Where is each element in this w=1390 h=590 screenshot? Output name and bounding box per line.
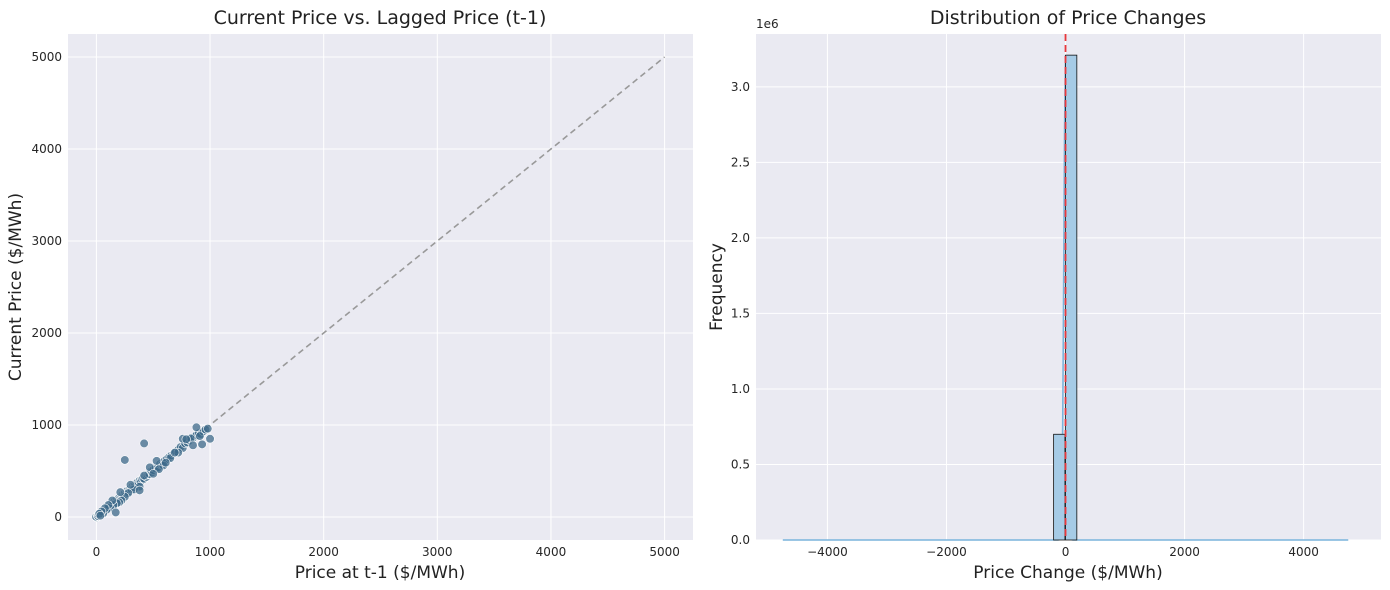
histogram-y-tick-label: 2.0: [731, 231, 750, 245]
histogram-x-label: Price Change ($/MWh): [973, 563, 1162, 583]
scatter-point: [134, 485, 145, 495]
scatter-point: [170, 448, 180, 458]
histogram-x-tick-label: −2000: [926, 545, 967, 559]
scatter-point: [188, 440, 198, 450]
scatter-panel: 0 1000 2000 3000 4000 5000 0 1000 2000 3000 4000 5…: [6, 7, 693, 583]
scatter-x-label: Price at t-1 ($/MWh): [295, 563, 465, 583]
scatter-x-ticks: 0 1000 2000 3000 4000 5000: [93, 545, 680, 559]
scatter-y-tick-label: 5000: [31, 50, 62, 64]
scatter-point: [115, 487, 125, 497]
scatter-x-tick-label: 4000: [536, 545, 567, 559]
scatter-point: [191, 422, 202, 432]
scatter-point: [139, 438, 149, 449]
histogram-y-tick-label: 1.0: [731, 382, 750, 396]
scatter-point: [139, 471, 149, 481]
scatter-point: [197, 439, 207, 449]
histogram-title: Distribution of Price Changes: [930, 7, 1206, 29]
scatter-title: Current Price vs. Lagged Price (t-1): [214, 7, 547, 29]
scatter-y-ticks: 0 1000 2000 3000 4000 5000: [31, 50, 62, 524]
scatter-y-tick-label: 2000: [31, 326, 62, 340]
histogram-y-label: Frequency: [707, 243, 727, 331]
scatter-point: [111, 507, 121, 518]
scatter-point: [203, 424, 213, 434]
scatter-x-tick-label: 0: [93, 545, 101, 559]
scatter-point: [195, 431, 205, 441]
scatter-y-tick-label: 3000: [31, 234, 62, 248]
scatter-point: [152, 456, 162, 466]
scatter-grid: [68, 34, 693, 540]
scatter-point: [205, 434, 215, 444]
histogram-y-tick-label: 0.5: [731, 457, 750, 471]
histogram-y-offset-label: 1e6: [756, 17, 779, 31]
scatter-point: [148, 469, 158, 479]
histogram-bar: [1053, 433, 1066, 541]
histogram-x-tick-label: −4000: [807, 545, 848, 559]
scatter-points: [91, 422, 215, 523]
histogram-panel: −4000 −2000 0 2000 4000 0.0 0.5 1.0 1.5 2.0 2.5 3.…: [707, 7, 1381, 583]
scatter-point: [125, 480, 136, 490]
scatter-x-tick-label: 2000: [308, 545, 339, 559]
scatter-y-tick-label: 1000: [31, 418, 62, 432]
scatter-x-tick-label: 1000: [195, 545, 226, 559]
histogram-y-ticks: 0.0 0.5 1.0 1.5 2.0 2.5 3.0: [731, 80, 750, 547]
histogram-x-tick-label: 4000: [1288, 545, 1319, 559]
scatter-point: [181, 434, 191, 444]
scatter-x-tick-label: 3000: [422, 545, 453, 559]
scatter-point: [161, 458, 171, 468]
scatter-y-label: Current Price ($/MWh): [6, 193, 26, 381]
histogram-bar: [1065, 54, 1078, 541]
scatter-y-tick-label: 4000: [31, 142, 62, 156]
histogram-y-tick-label: 3.0: [731, 80, 750, 94]
scatter-x-tick-label: 5000: [649, 545, 680, 559]
histogram-x-tick-label: 0: [1062, 545, 1070, 559]
histogram-y-tick-label: 1.5: [731, 306, 750, 320]
histogram-x-tick-label: 2000: [1169, 545, 1200, 559]
scatter-point: [95, 511, 105, 521]
scatter-point: [120, 455, 130, 465]
scatter-y-tick-label: 0: [54, 510, 62, 524]
histogram-x-ticks: −4000 −2000 0 2000 4000: [807, 545, 1319, 559]
histogram-y-tick-label: 2.5: [731, 155, 750, 169]
histogram-y-tick-label: 0.0: [731, 533, 750, 547]
